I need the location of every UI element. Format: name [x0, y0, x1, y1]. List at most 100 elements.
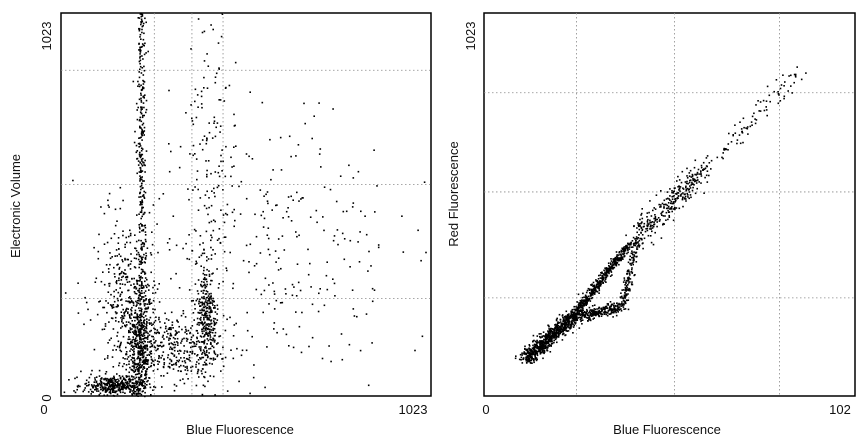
data-point — [170, 333, 172, 336]
data-point — [138, 335, 141, 338]
data-point — [623, 277, 626, 279]
data-point — [610, 260, 613, 262]
data-point — [682, 205, 684, 208]
data-point — [150, 350, 152, 352]
data-point — [593, 293, 596, 295]
data-point — [581, 317, 583, 319]
data-point — [669, 199, 671, 201]
data-point — [111, 384, 114, 387]
data-point — [668, 198, 670, 200]
data-point — [138, 353, 141, 355]
data-point — [197, 321, 200, 324]
data-point — [141, 361, 144, 364]
data-point — [116, 280, 118, 282]
data-point — [206, 301, 208, 304]
data-point — [560, 323, 563, 325]
data-point — [140, 127, 142, 129]
data-point — [170, 328, 172, 331]
data-point — [152, 311, 155, 314]
data-point — [136, 280, 138, 283]
data-point — [650, 215, 653, 217]
data-point — [660, 204, 662, 206]
data-point — [143, 378, 146, 380]
data-point — [206, 343, 208, 345]
data-point — [116, 345, 119, 348]
data-point — [629, 255, 631, 258]
data-point — [137, 362, 140, 365]
data-point — [119, 343, 122, 345]
data-point — [319, 288, 321, 290]
data-point — [189, 332, 191, 335]
data-point — [595, 286, 597, 289]
data-point — [124, 259, 126, 261]
data-point — [556, 323, 559, 326]
data-point — [138, 146, 140, 148]
data-point — [135, 337, 137, 339]
data-point — [751, 115, 754, 118]
data-point — [157, 331, 159, 333]
data-point — [202, 314, 205, 317]
data-point — [108, 391, 111, 394]
data-point — [208, 122, 210, 124]
data-point — [598, 283, 600, 285]
data-point — [615, 259, 617, 261]
data-point — [206, 87, 209, 89]
data-point — [581, 314, 584, 317]
data-point — [146, 322, 148, 324]
data-point — [559, 318, 562, 321]
data-point — [633, 259, 635, 262]
data-point — [138, 196, 140, 198]
data-point — [249, 91, 251, 93]
data-point — [144, 337, 146, 339]
data-point — [578, 307, 580, 309]
data-point — [536, 335, 539, 337]
data-point — [134, 311, 137, 314]
data-point — [129, 380, 132, 382]
data-point — [173, 354, 176, 356]
data-point — [220, 160, 222, 163]
data-point — [170, 342, 173, 344]
data-point — [153, 386, 155, 388]
data-point — [542, 335, 545, 337]
data-point — [138, 83, 140, 86]
data-point — [168, 170, 171, 173]
data-point — [148, 377, 151, 379]
data-point — [140, 94, 142, 96]
data-point — [216, 268, 218, 270]
data-point — [525, 349, 528, 352]
data-point — [131, 390, 133, 392]
data-point — [653, 207, 655, 209]
data-point — [181, 328, 183, 331]
data-point — [262, 226, 265, 228]
data-point — [220, 370, 222, 372]
data-point — [208, 206, 210, 209]
data-point — [141, 203, 143, 206]
data-point — [94, 388, 96, 391]
data-point — [184, 366, 187, 368]
data-point — [654, 216, 657, 218]
data-point — [639, 237, 641, 240]
data-point — [134, 266, 137, 269]
data-point — [610, 308, 612, 311]
data-point — [532, 350, 534, 353]
data-point — [664, 215, 666, 217]
data-point — [139, 176, 142, 179]
data-point — [140, 344, 142, 346]
data-point — [567, 318, 569, 320]
data-point — [636, 248, 638, 250]
data-point — [570, 316, 572, 318]
data-point — [576, 306, 578, 309]
data-point — [148, 289, 150, 291]
data-point — [193, 343, 196, 345]
data-point — [161, 345, 163, 348]
data-point — [118, 266, 121, 269]
data-point — [203, 204, 206, 207]
data-point — [141, 131, 144, 133]
data-point — [128, 384, 131, 387]
data-point — [606, 314, 609, 317]
data-point — [137, 373, 140, 375]
data-point — [205, 207, 208, 210]
data-point — [140, 188, 142, 191]
data-point — [126, 241, 128, 244]
data-point — [121, 382, 123, 385]
